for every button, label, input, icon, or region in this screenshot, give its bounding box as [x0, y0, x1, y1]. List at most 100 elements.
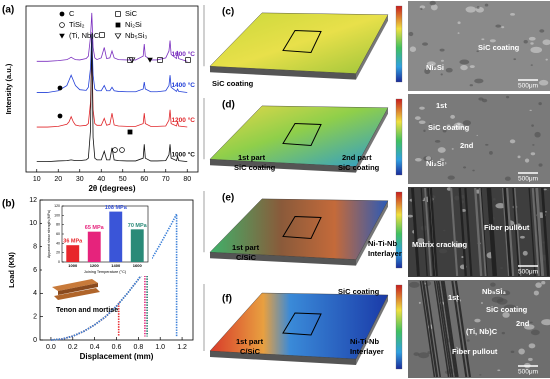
sem-label: 2nd: [516, 319, 530, 328]
sem-fiber: [429, 187, 438, 277]
surface-side: [210, 252, 356, 266]
sem-texture: [414, 116, 421, 120]
surface-label: SiC coating: [338, 287, 380, 296]
sem-texture: [502, 312, 510, 318]
data-line: [36, 12, 188, 62]
sem-fiber: [503, 187, 512, 277]
sem-fiber: [450, 187, 459, 277]
sem-label: Ni₂Si: [426, 63, 444, 72]
series-label: 1400 °C: [171, 81, 195, 89]
legend-label: Nb₅Si₃: [125, 31, 147, 40]
sem-texture: [439, 158, 445, 162]
sem-texture: [484, 3, 489, 7]
sem-texture: [489, 39, 496, 43]
x-tick-label: 0.2: [68, 344, 78, 351]
x-tick-label: 20: [54, 176, 62, 183]
y-tick-label: 6: [33, 267, 37, 274]
y-axis-label: Load (KN): [7, 252, 16, 288]
sem-fiber: [427, 187, 436, 277]
x-tick-label: 1200: [90, 263, 100, 268]
surface-label: Interlayer: [350, 347, 384, 356]
legend-symbol: [185, 57, 191, 63]
sem-texture: [425, 156, 432, 161]
sem-fiber: [535, 187, 545, 277]
legend-symbol: [59, 22, 65, 28]
sem-texture: [530, 64, 533, 66]
y-tick-label: 20: [56, 251, 60, 255]
sem-image: [408, 1, 550, 91]
sem-fiber: [528, 187, 536, 277]
x-tick-label: 1400: [111, 263, 121, 268]
sem-texture: [476, 134, 478, 137]
legend-label: C: [69, 9, 75, 18]
surface-label: C/SiC: [240, 347, 261, 356]
wood-block: [52, 279, 98, 291]
surface-3d: [209, 198, 389, 260]
x-tick-label: 40: [97, 176, 105, 183]
x-axis-label: Displacement (mm): [80, 352, 154, 361]
x-tick-label: 0.6: [112, 344, 122, 351]
sem-texture: [538, 79, 549, 86]
sem-texture: [530, 329, 540, 336]
y-tick-label: 80: [56, 223, 60, 227]
sem-texture: [457, 21, 461, 25]
sem-label: SiC coating: [486, 305, 528, 314]
sem-texture: [495, 24, 502, 28]
sem-texture: [407, 214, 414, 218]
sem-texture: [423, 129, 426, 133]
sem-texture: [509, 139, 516, 144]
legend-symbol: [99, 32, 105, 38]
x-tick-label: 50: [119, 176, 127, 183]
sem-texture: [454, 243, 463, 248]
surface-label: 2nd part: [342, 153, 372, 162]
sem-texture: [500, 290, 511, 296]
bar-value-label: 65 MPa: [85, 225, 105, 231]
roi-box: [282, 215, 322, 240]
legend-symbol: [112, 147, 118, 153]
series-label: 1200 °C: [171, 116, 195, 124]
sem-label: (Ti, Nb)C: [466, 327, 498, 336]
sem-texture: [541, 319, 550, 326]
sem-texture: [414, 157, 422, 162]
sem-texture: [530, 46, 543, 54]
sem-texture: [418, 120, 426, 124]
plot-frame: [25, 5, 199, 173]
sem-fiber: [458, 187, 467, 277]
sem-fiber: [486, 187, 496, 277]
legend-symbol: [128, 57, 136, 64]
sem-texture: [533, 290, 539, 296]
sem-texture: [426, 61, 436, 67]
sem-texture: [440, 73, 443, 76]
sem-texture: [541, 281, 546, 285]
sem-fiber: [437, 280, 454, 378]
sem-fiber: [411, 187, 420, 277]
sem-fiber: [421, 280, 438, 378]
panel-label: (f): [222, 294, 232, 305]
bar: [87, 231, 101, 262]
y-tick-label: 100: [54, 213, 60, 217]
sem-texture: [529, 109, 532, 111]
surface-label: Interlayer: [368, 249, 402, 258]
sem-texture: [528, 36, 536, 41]
sem-texture: [465, 6, 476, 13]
colorbar: [395, 5, 403, 83]
x-tick-label: 1600: [133, 263, 143, 268]
surface-3d: [209, 12, 389, 74]
surface-label: Ni-Ti-Nb: [368, 239, 397, 248]
panel-label: (b): [2, 199, 15, 210]
surface-label: C/SiC: [236, 253, 257, 262]
sem-texture: [499, 189, 502, 191]
sem-texture: [456, 346, 458, 349]
sem-label: 1st: [436, 101, 447, 110]
sem-label: SiC coating: [478, 43, 520, 52]
wood-block: [54, 288, 100, 300]
sem-label: Nb₅Si₃: [482, 287, 507, 296]
panel-label: (e): [222, 193, 234, 204]
x-tick-label: 0.4: [90, 344, 100, 351]
colorbar: [395, 284, 403, 370]
y-tick-label: 0: [33, 337, 37, 344]
sem-texture: [504, 176, 511, 181]
sem-texture: [434, 139, 441, 143]
sem-texture: [538, 163, 543, 167]
